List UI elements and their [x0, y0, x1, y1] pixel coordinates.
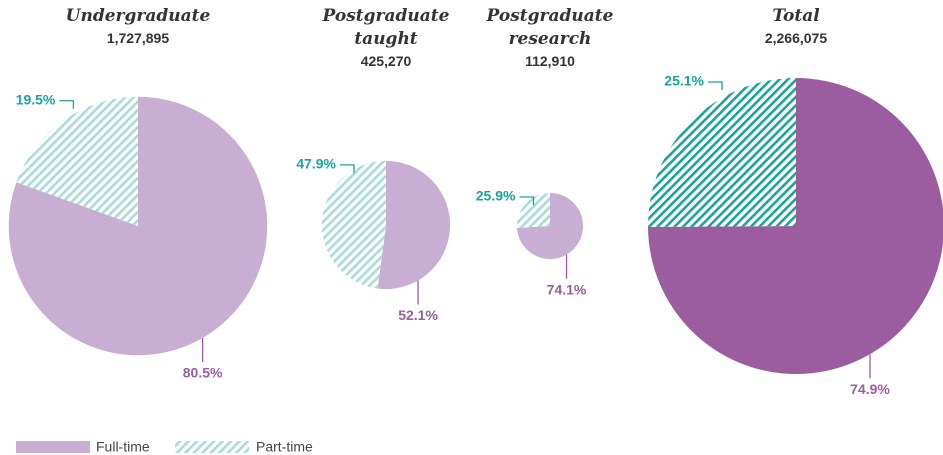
data-label: 19.5% — [16, 91, 56, 107]
pie — [321, 160, 451, 290]
legend-label: Part-time — [256, 439, 313, 455]
pie-total: 1,727,895 — [106, 30, 170, 46]
pie-heading: Undergraduate 1,727,895 — [28, 5, 248, 48]
pie-total: 2,266,075 — [764, 30, 828, 46]
pie-slice — [377, 160, 451, 290]
pie — [516, 192, 584, 260]
legend-label: Full-time — [96, 439, 150, 455]
data-label: 47.9% — [296, 156, 336, 172]
pie-title: Total — [772, 6, 820, 26]
pie-slice — [517, 192, 584, 260]
leader-line — [519, 196, 535, 205]
leader-line — [708, 81, 723, 90]
pie-total: 112,910 — [525, 53, 575, 69]
pie-slice — [16, 96, 139, 227]
data-label: 74.9% — [850, 381, 890, 397]
pie-slice — [516, 192, 550, 228]
legend-swatch — [16, 441, 90, 453]
legend-swatch — [175, 441, 249, 453]
pie-title: Postgraduate research — [486, 6, 614, 49]
pie-heading: Postgraduate taught 425,270 — [311, 5, 461, 71]
pie-slice — [648, 78, 796, 227]
pie-heading: Total 2,266,075 — [686, 5, 906, 48]
pie-heading: Postgraduate research 112,910 — [475, 5, 625, 71]
pie-total: 425,270 — [360, 53, 412, 69]
leader-line — [339, 164, 355, 173]
data-label: 80.5% — [183, 365, 223, 381]
data-label: 25.1% — [664, 73, 704, 89]
data-label: 52.1% — [398, 307, 438, 323]
pie-title: Undergraduate — [65, 6, 211, 26]
leader-line — [59, 100, 75, 109]
pie-slice — [8, 96, 268, 356]
data-label: 25.9% — [476, 188, 516, 204]
pie — [648, 78, 943, 374]
pie-slice — [648, 78, 943, 374]
data-label: 74.1% — [547, 281, 587, 297]
pie — [8, 96, 268, 356]
legend: Full-time Part-time — [16, 439, 313, 455]
pie-title: Postgraduate taught — [322, 6, 450, 49]
pie-slice — [321, 160, 386, 289]
